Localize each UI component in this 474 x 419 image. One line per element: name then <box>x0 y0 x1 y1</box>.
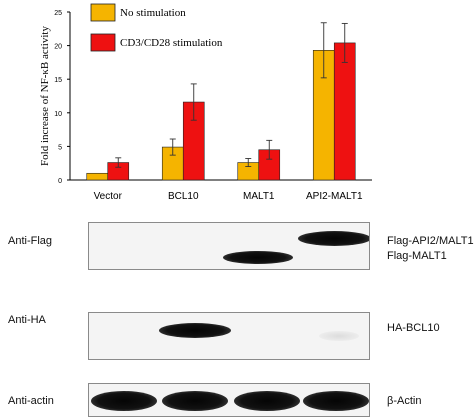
band-ha-bcl10 <box>159 323 231 338</box>
band-actin-1 <box>91 391 157 411</box>
legend-swatch <box>90 3 116 22</box>
y-tick-label: 15 <box>54 77 62 84</box>
legend-label: No stimulation <box>120 7 186 19</box>
bar <box>333 42 356 181</box>
x-tick-label: Vector <box>94 191 123 202</box>
faint-smear-ha <box>319 331 359 341</box>
chart-bars <box>86 22 356 181</box>
blot-right-label-ha-bcl10: HA-BCL10 <box>387 322 440 334</box>
legend-label: CD3/CD28 stimulation <box>120 37 223 49</box>
legend-swatch <box>90 33 116 52</box>
x-tick-label: API2-MALT1 <box>306 191 363 202</box>
chart-legend: No stimulation CD3/CD28 stimulation <box>90 3 223 52</box>
x-tick-label: BCL10 <box>168 191 199 202</box>
blot-right-label-flag-api2-malt1: Flag-API2/MALT1 <box>387 235 474 247</box>
blot-label-flag: Anti-Flag <box>8 235 53 247</box>
x-tick-label: MALT1 <box>243 191 275 202</box>
band-actin-4 <box>303 391 369 411</box>
blot-right-label-flag-malt1: Flag-MALT1 <box>387 250 447 262</box>
y-tick-label: 0 <box>58 178 62 185</box>
bar-chart: 0 5 10 15 20 25 Fold increase of NF-κB activit… <box>39 3 372 202</box>
bar <box>86 172 109 181</box>
y-tick-label: 20 <box>54 44 62 51</box>
blot-label-ha: Anti-HA <box>8 314 46 326</box>
band-flag-api2-malt1 <box>298 231 369 246</box>
y-tick-label: 5 <box>58 144 62 151</box>
y-tick-label: 25 <box>54 10 62 17</box>
blot-right-label-beta-actin: β-Actin <box>387 395 422 407</box>
blot-panel-ha <box>88 312 370 360</box>
band-actin-2 <box>162 391 228 411</box>
blot-panel-actin <box>88 383 370 417</box>
y-tick-label: 10 <box>54 111 62 118</box>
band-flag-malt1 <box>223 251 293 264</box>
blot-panel-flag <box>88 222 370 270</box>
band-actin-3 <box>234 391 300 411</box>
y-axis-label: Fold increase of NF-κB activity <box>39 26 51 166</box>
blot-label-actin: Anti-actin <box>8 395 54 407</box>
